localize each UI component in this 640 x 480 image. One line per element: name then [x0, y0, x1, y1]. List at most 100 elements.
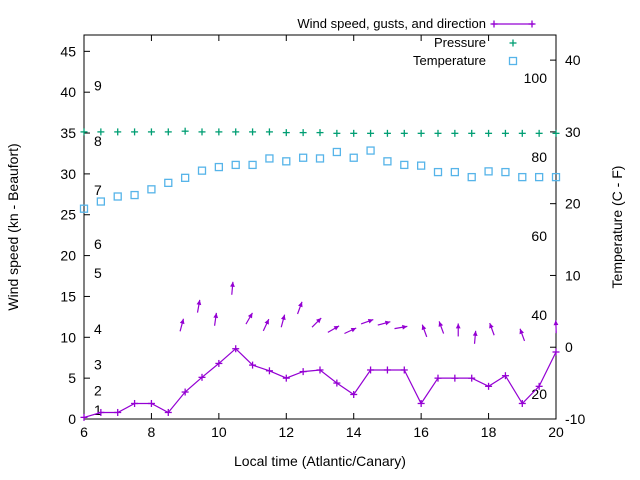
- pressure-point: [316, 129, 324, 137]
- pressure-point: [333, 129, 341, 137]
- pressure-point: [417, 129, 425, 137]
- pressure-point: [97, 128, 105, 136]
- temperature-point: [467, 172, 476, 182]
- temperature-point: [534, 172, 544, 182]
- legend-label: Wind speed, gusts, and direction: [297, 16, 486, 31]
- temperature-point: [551, 172, 561, 182]
- temperature-point: [416, 161, 426, 170]
- beaufort-label: 1: [94, 402, 102, 418]
- y2-tick-label: 0: [565, 339, 573, 355]
- wind-direction-arrow: [472, 330, 478, 344]
- wind-speed-point: [282, 374, 290, 382]
- wind-speed-point: [350, 390, 358, 398]
- temperature-point: [315, 154, 325, 163]
- beaufort-label: 2: [94, 382, 102, 398]
- pressure-point: [147, 128, 155, 136]
- wind-direction-arrow: [455, 323, 461, 337]
- beaufort-label: 9: [94, 78, 102, 94]
- pressure-point: [350, 129, 358, 137]
- y-tick-label: 15: [60, 288, 76, 304]
- y2-axis-title: Temperature (C - F): [609, 166, 625, 289]
- wind-speed-point: [181, 388, 189, 396]
- wind-direction-arrow: [360, 318, 374, 325]
- wind-direction-arrow: [489, 322, 495, 336]
- temperature-point: [298, 153, 308, 162]
- y2-tick-label: 30: [565, 124, 581, 140]
- wind-direction-arrow: [519, 328, 526, 342]
- temperature-point: [197, 166, 207, 175]
- beaufort-label: 6: [94, 236, 102, 252]
- wind-speed-point: [501, 372, 509, 380]
- pressure-point: [198, 128, 206, 136]
- x-tick-label: 18: [481, 424, 497, 440]
- wind-speed-point: [97, 408, 105, 416]
- fahrenheit-label: 60: [531, 228, 547, 244]
- wind-speed-point: [468, 374, 476, 382]
- legend-marker: [490, 20, 498, 28]
- beaufort-label: 5: [94, 265, 102, 281]
- temperature-point: [96, 197, 106, 206]
- wind-speed-point: [316, 366, 324, 374]
- wind-direction-arrow: [311, 317, 322, 328]
- pressure-point: [181, 127, 189, 135]
- wind-direction-arrow: [377, 320, 391, 326]
- wind-direction-arrow: [196, 299, 202, 313]
- temperature-point: [332, 147, 342, 157]
- pressure-point: [434, 129, 442, 137]
- temperature-point: [433, 167, 443, 177]
- wind-speed-point: [299, 368, 307, 376]
- pressure-point: [501, 129, 509, 137]
- temperature-point: [282, 157, 291, 166]
- y-tick-label: 45: [60, 43, 76, 59]
- pressure-point: [131, 128, 139, 136]
- x-tick-label: 12: [278, 424, 294, 440]
- pressure-point: [400, 129, 408, 137]
- legend-marker: [509, 39, 517, 47]
- wind-speed-point: [131, 399, 139, 407]
- wind-speed-point: [552, 348, 560, 356]
- beaufort-label: 3: [94, 356, 102, 372]
- x-axis-title: Local time (Atlantic/Canary): [234, 453, 406, 469]
- wind-direction-arrow: [438, 321, 445, 334]
- pressure-point: [282, 129, 290, 137]
- wind-direction-arrow: [179, 318, 185, 332]
- legend-label: Temperature: [413, 53, 486, 68]
- wind-speed-point: [434, 374, 442, 382]
- wind-speed-point: [367, 366, 375, 374]
- wind-speed-point: [147, 399, 155, 407]
- x-tick-label: 14: [346, 424, 362, 440]
- wind-speed-point: [232, 345, 240, 353]
- y2-tick-label: -10: [565, 411, 585, 427]
- wind-direction-arrow: [213, 312, 219, 326]
- y-tick-label: 30: [60, 166, 76, 182]
- temperature-point: [79, 204, 89, 213]
- wind-direction-arrow: [327, 325, 340, 333]
- temperature-point: [130, 190, 139, 200]
- wind-direction-arrow: [245, 312, 253, 325]
- pressure-point: [215, 128, 223, 136]
- y-tick-label: 40: [60, 84, 76, 100]
- beaufort-label: 8: [94, 133, 102, 149]
- wind-speed-point: [451, 374, 459, 382]
- pressure-point: [114, 128, 122, 136]
- temperature-point: [366, 146, 375, 155]
- y-tick-label: 10: [60, 329, 76, 345]
- temperature-point: [349, 153, 358, 162]
- wind-speed-point: [114, 408, 122, 416]
- wind-direction-arrow: [553, 320, 559, 334]
- temperature-point: [518, 172, 527, 182]
- temperature-point: [164, 178, 173, 188]
- fahrenheit-label: 40: [531, 307, 547, 323]
- x-tick-label: 10: [211, 424, 227, 440]
- wind-speed-point: [265, 367, 273, 375]
- y-tick-label: 5: [68, 370, 76, 386]
- pressure-point: [265, 128, 273, 136]
- wind-speed-point: [518, 399, 526, 407]
- y-tick-label: 20: [60, 248, 76, 264]
- fahrenheit-label: 100: [524, 70, 548, 86]
- temperature-point: [450, 167, 460, 177]
- y-tick-label: 25: [60, 207, 76, 223]
- pressure-point: [232, 128, 240, 136]
- temperature-point: [214, 162, 224, 172]
- temperature-point: [265, 154, 274, 163]
